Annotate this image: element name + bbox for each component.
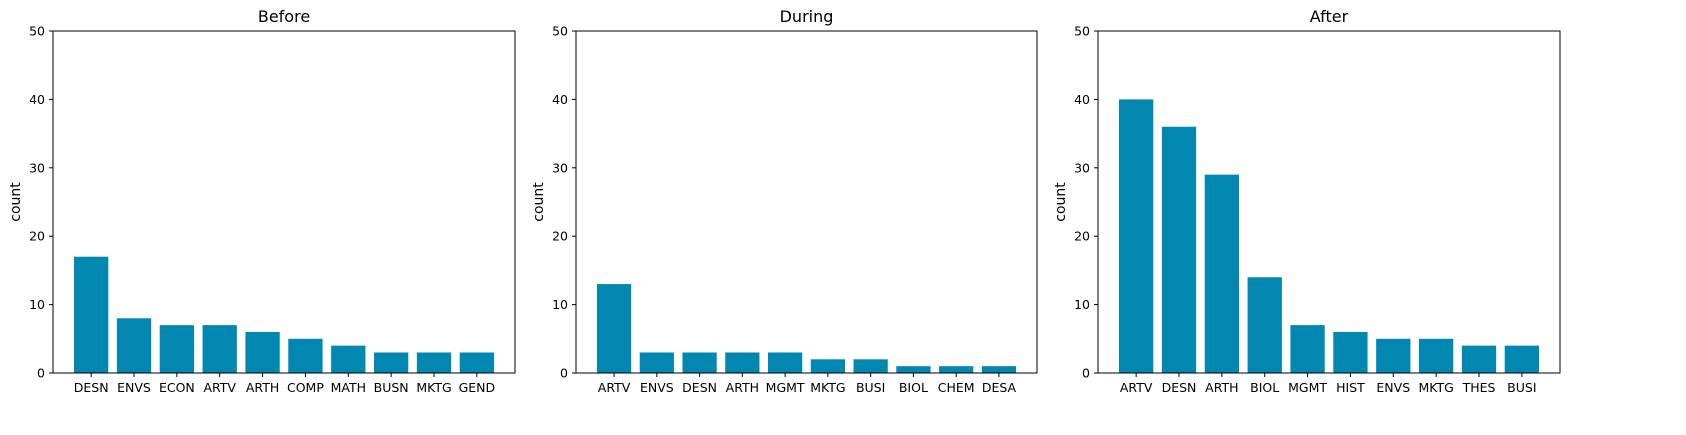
bar-mktg [810,359,845,373]
bar-artv [596,284,632,373]
x-tick-label: DESN [682,380,717,395]
y-tick-label: 50 [1074,24,1090,39]
y-axis-label: count [1053,182,1069,222]
x-tick-label: BIOL [899,380,928,395]
y-tick-label: 30 [29,160,45,175]
axes-frame [575,30,1038,374]
y-tick-label: 0 [1082,366,1090,381]
x-tick-label: ENVS [1376,380,1410,395]
x-tick-label: ARTV [598,380,631,395]
y-tick-label: 0 [37,366,45,381]
x-tick-label: ARTV [203,380,236,395]
x-tick-label: BUSN [374,380,409,395]
x-tick-label: DESN [74,380,109,395]
y-axis-label: count [531,182,547,222]
bar-gend [459,352,494,373]
y-tick-label: 10 [1074,297,1090,312]
x-tick-label: MKTG [810,380,845,395]
x-tick-label: MKTG [416,380,451,395]
x-tick-label: ARTH [726,380,759,395]
y-tick-label: 50 [552,24,568,39]
x-tick-label: DESA [982,380,1017,395]
bar-mktg [1419,338,1454,373]
bar-desa [981,366,1017,373]
y-tick-label: 30 [552,160,568,175]
x-tick-label: MKTG [1418,380,1453,395]
y-axis-label: count [8,182,24,222]
bar-desn [1161,126,1197,373]
bar-envs [1376,338,1411,373]
y-tick-label: 0 [560,366,568,381]
y-tick-label: 10 [552,297,568,312]
x-tick-label: MGMT [1288,380,1327,395]
x-tick-label: GEND [459,380,496,395]
chart-before: 0 10 20 30 40 50 DESN ENVS ECON ARTV ARTH COMP MATH B… [8,7,516,395]
y-tick-label: 20 [552,229,568,244]
bar-thes [1461,345,1497,373]
bar-arth [245,331,280,373]
x-tick-label: ENVS [640,380,674,395]
bar-hist [1333,331,1368,373]
x-tick-label: BUSI [856,380,885,395]
y-tick-label: 40 [552,92,568,107]
x-tick-label: ARTH [1205,380,1238,395]
x-tick-label: CHEM [938,380,975,395]
y-tick-label: 10 [29,297,45,312]
chart-title: During [780,7,834,26]
bar-mgmt [1290,325,1325,373]
bar-biol [1247,277,1282,373]
x-tick-label: BIOL [1250,380,1279,395]
x-tick-label: COMP [287,380,324,395]
bar-comp [288,338,323,373]
x-tick-label: MATH [331,380,366,395]
bar-busn [374,352,409,373]
bar-biol [896,366,931,373]
bar-econ [159,325,194,373]
chart-title: Before [258,7,310,26]
x-tick-label: ENVS [117,380,151,395]
y-tick-label: 20 [1074,229,1090,244]
x-tick-label: ARTV [1120,380,1153,395]
x-tick-label: MGMT [766,380,805,395]
bar-chem [939,366,974,373]
bar-artv [202,325,237,373]
bar-envs [639,352,674,373]
x-tick-label: THES [1462,380,1496,395]
bar-artv [1119,99,1154,374]
bar-arth [1204,174,1239,373]
bar-busi [1504,345,1539,373]
bar-busi [853,359,888,373]
bar-desn [682,352,717,373]
y-tick-label: 50 [29,24,45,39]
chart-after: 0 10 20 30 40 50 ARTV DESN ARTH BIOL MGMT HIST ENVS M… [1053,7,1561,395]
chart-title: After [1310,7,1349,26]
x-tick-label: DESN [1162,380,1197,395]
y-tick-label: 30 [1074,160,1090,175]
y-tick-label: 40 [1074,92,1090,107]
x-tick-label: BUSI [1507,380,1536,395]
bar-math [331,345,366,373]
axes-frame [52,30,516,374]
x-tick-label: ARTH [246,380,279,395]
x-tick-label: ECON [159,380,195,395]
y-tick-label: 40 [29,92,45,107]
bar-mktg [416,352,452,373]
bar-arth [725,352,760,373]
axes-frame [1097,30,1561,374]
bar-envs [116,318,152,373]
x-tick-label: HIST [1336,380,1365,395]
y-tick-label: 20 [29,229,45,244]
bar-desn [74,256,109,373]
bar-mgmt [768,352,803,373]
chart-during: 0 10 20 30 40 50 ARTV ENVS DESN ARTH MGMT MKTG BUSI B… [531,7,1038,395]
